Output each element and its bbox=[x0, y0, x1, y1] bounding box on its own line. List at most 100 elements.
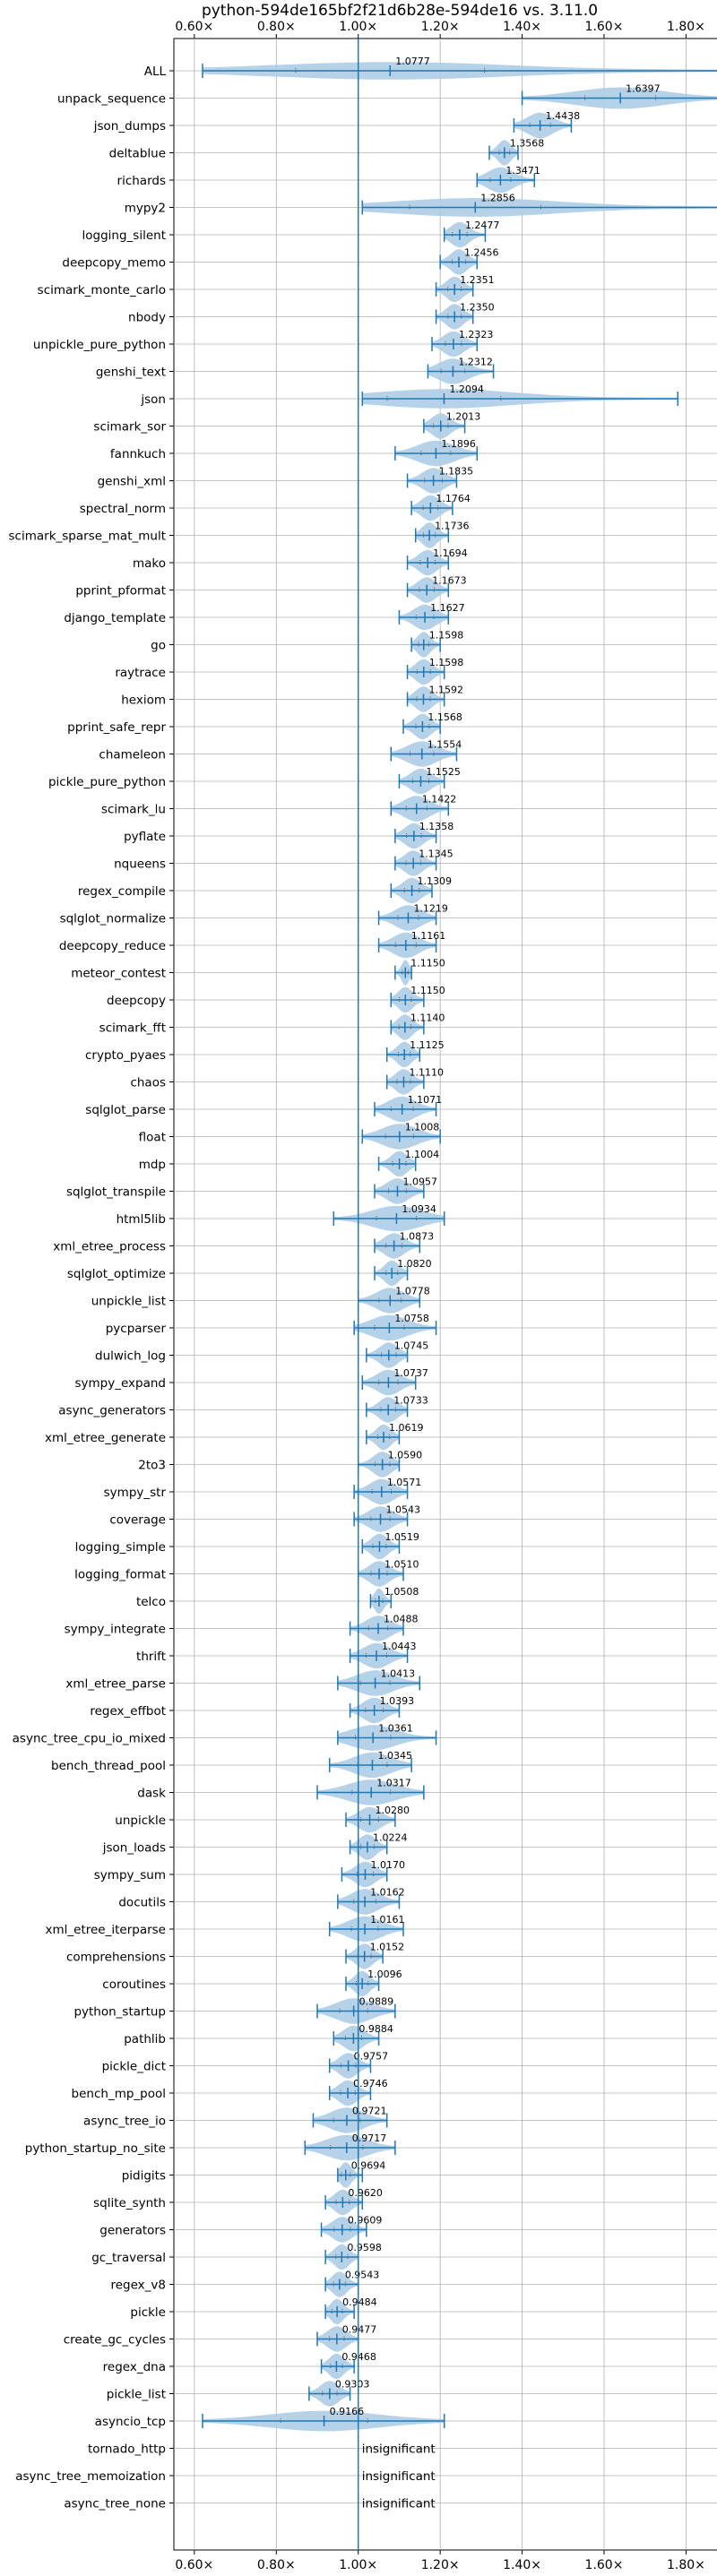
value-label: 1.0571 bbox=[387, 1477, 422, 1488]
category-label: thrift bbox=[136, 1650, 166, 1664]
category-label: sympy_integrate bbox=[65, 1623, 166, 1637]
value-label: 1.0413 bbox=[381, 1668, 416, 1680]
category-label: json bbox=[140, 392, 166, 407]
value-label: 0.9889 bbox=[359, 1996, 394, 2008]
value-label: 1.1140 bbox=[410, 1012, 445, 1024]
category-label: tornado_http bbox=[88, 2442, 166, 2457]
value-label: 1.1673 bbox=[432, 575, 467, 587]
category-label: xml_etree_iterparse bbox=[46, 1923, 167, 1937]
category-label: nbody bbox=[128, 311, 166, 325]
value-label: 0.9694 bbox=[351, 2160, 386, 2172]
category-label: python_startup bbox=[73, 2005, 166, 2020]
category-label: float bbox=[139, 1131, 166, 1145]
category-label: raytrace bbox=[115, 666, 166, 680]
value-label: 1.2094 bbox=[449, 383, 484, 395]
category-label: spectral_norm bbox=[80, 502, 166, 516]
value-label: 1.0096 bbox=[367, 1969, 402, 1980]
value-label: 1.1764 bbox=[436, 493, 470, 504]
chart-title: python-594de165bf2f21d6b28e-594de16 vs. … bbox=[202, 2, 598, 20]
category-label: xml_etree_parse bbox=[65, 1677, 166, 1692]
x-tick-label-top: 0.80× bbox=[257, 20, 296, 34]
category-label: xml_etree_process bbox=[53, 1240, 166, 1254]
violin-marks: 1.0777 1.6397 1.4438 1.3568 1.3471 1.2856 1.24… bbox=[202, 39, 717, 2550]
category-label: python_startup_no_site bbox=[25, 2141, 166, 2156]
category-label: ALL bbox=[144, 65, 167, 79]
category-label: mypy2 bbox=[125, 202, 166, 216]
category-label: sqlglot_parse bbox=[85, 1103, 166, 1117]
value-label: 1.2323 bbox=[459, 329, 494, 340]
value-label: 1.1219 bbox=[413, 903, 448, 915]
value-label: 1.0224 bbox=[373, 1832, 408, 1844]
category-label: scimark_monte_carlo bbox=[38, 283, 166, 297]
category-label: xml_etree_generate bbox=[45, 1431, 166, 1445]
category-label: docutils bbox=[118, 1896, 166, 1910]
category-label: meteor_contest bbox=[71, 967, 166, 981]
value-label: 1.0957 bbox=[402, 1176, 437, 1188]
category-label: sqlglot_transpile bbox=[66, 1185, 166, 1200]
value-label: 1.2456 bbox=[464, 247, 499, 259]
value-label: 1.0161 bbox=[370, 1914, 405, 1926]
category-label: html5lib bbox=[117, 1212, 166, 1227]
value-label: 1.0170 bbox=[370, 1859, 405, 1871]
category-label: bench_mp_pool bbox=[72, 2087, 166, 2101]
value-label: 1.0619 bbox=[389, 1422, 424, 1434]
category-label: scimark_sor bbox=[93, 420, 166, 435]
value-label: 1.2477 bbox=[465, 220, 500, 231]
value-label: 1.1835 bbox=[439, 466, 473, 478]
value-label: 1.2013 bbox=[446, 411, 481, 423]
category-label: pickle_list bbox=[107, 2388, 166, 2402]
category-label: go bbox=[151, 639, 166, 653]
insignificant-label: insignificant bbox=[362, 2442, 436, 2457]
category-label: mdp bbox=[139, 1158, 166, 1172]
category-label: crypto_pyaes bbox=[85, 1048, 166, 1063]
x-tick-label-top: 1.20× bbox=[421, 20, 460, 34]
x-tick-label-bottom: 1.60× bbox=[585, 2558, 624, 2572]
category-label: 2to3 bbox=[138, 1459, 166, 1473]
value-label: 0.9166 bbox=[330, 2406, 365, 2417]
value-label: 1.1422 bbox=[422, 794, 457, 806]
value-label: 1.0820 bbox=[397, 1258, 432, 1270]
value-label: 1.0758 bbox=[394, 1313, 429, 1324]
value-label: 1.0345 bbox=[377, 1750, 412, 1762]
value-label: 1.2856 bbox=[480, 193, 515, 204]
value-label: 1.1554 bbox=[428, 739, 462, 751]
category-label: gc_traversal bbox=[91, 2251, 166, 2265]
category-label: deepcopy_memo bbox=[62, 256, 166, 271]
category-label: json_loads bbox=[102, 1841, 166, 1856]
category-label: generators bbox=[99, 2224, 166, 2238]
value-label: 1.2351 bbox=[460, 274, 495, 286]
value-label: 1.0393 bbox=[380, 1695, 415, 1707]
value-label: 0.9303 bbox=[335, 2379, 370, 2391]
x-axis-ticks: 0.60× 0.60× 0.80× 0.80× 1.00× 1.00× 1.20× 1.20×… bbox=[169, 20, 705, 2572]
value-label: 0.9484 bbox=[342, 2296, 377, 2308]
value-label: 1.0590 bbox=[388, 1450, 423, 1461]
category-label: scimark_fft bbox=[99, 1021, 166, 1036]
category-label: unpickle_pure_python bbox=[33, 338, 166, 352]
category-label: asyncio_tcp bbox=[95, 2415, 166, 2429]
x-tick-label-top: 1.60× bbox=[585, 20, 624, 34]
category-label: pidigits bbox=[122, 2169, 166, 2184]
value-label: 0.9543 bbox=[345, 2270, 380, 2281]
category-label: pprint_safe_repr bbox=[67, 720, 166, 735]
category-label: genshi_text bbox=[96, 366, 166, 380]
value-label: 1.1598 bbox=[429, 657, 464, 668]
category-label: bench_thread_pool bbox=[51, 1759, 166, 1773]
value-label: 1.2350 bbox=[460, 302, 495, 314]
value-label: 1.0778 bbox=[395, 1286, 430, 1297]
value-label: 1.1071 bbox=[408, 1094, 443, 1106]
category-label: create_gc_cycles bbox=[64, 2333, 166, 2348]
category-label: scimark_lu bbox=[101, 803, 166, 817]
category-label: logging_silent bbox=[82, 228, 166, 243]
value-label: 1.1568 bbox=[428, 711, 462, 723]
value-label: 1.4438 bbox=[546, 110, 581, 122]
category-label: comprehensions bbox=[66, 1951, 166, 1965]
category-label: hexiom bbox=[121, 694, 166, 708]
category-label: async_generators bbox=[58, 1404, 166, 1418]
category-label: deepcopy bbox=[107, 994, 166, 1008]
x-tick-label-bottom: 1.00× bbox=[339, 2558, 377, 2572]
category-label: deepcopy_reduce bbox=[59, 939, 166, 953]
category-label: dulwich_log bbox=[95, 1349, 166, 1364]
value-label: 1.3568 bbox=[510, 138, 545, 150]
value-label: 1.0745 bbox=[394, 1340, 429, 1352]
value-label: 1.2312 bbox=[458, 357, 493, 368]
